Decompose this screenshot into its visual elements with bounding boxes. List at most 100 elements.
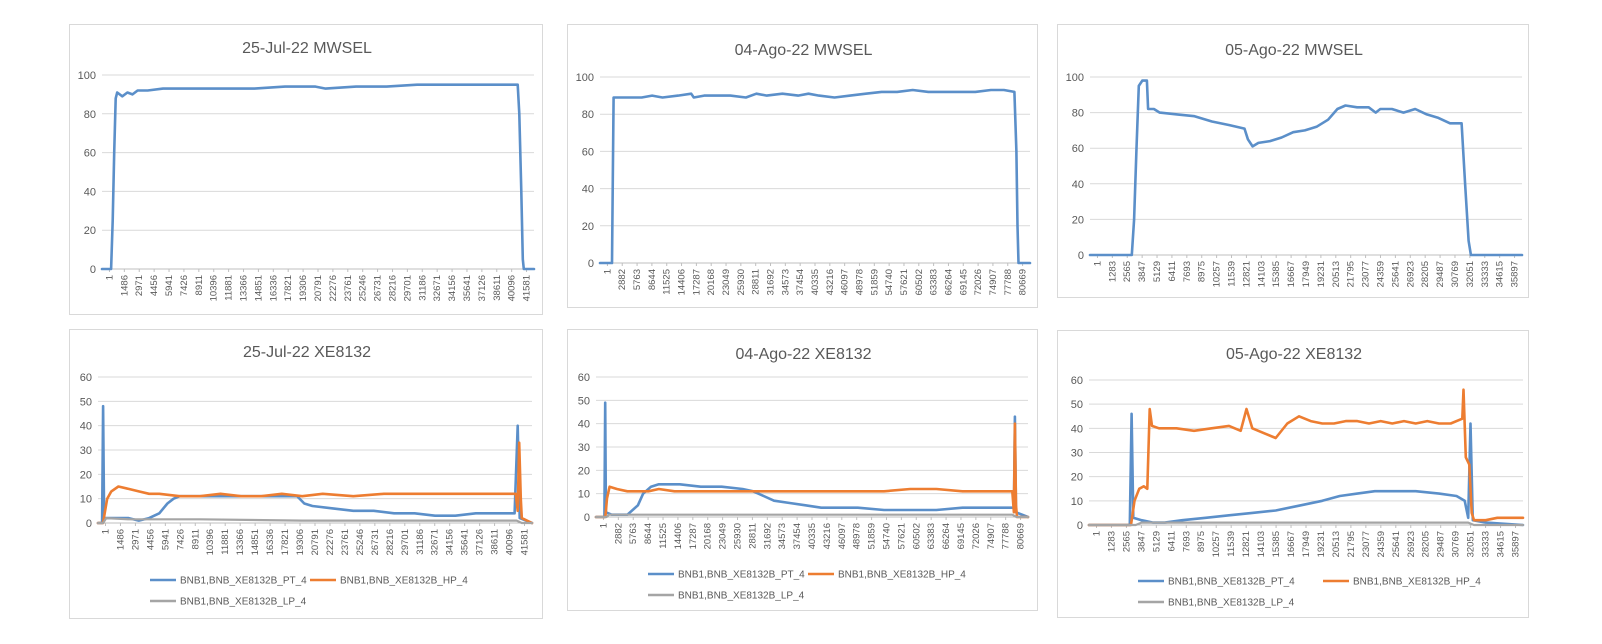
x-tick-label: 1	[100, 529, 111, 534]
x-tick-label: 74907	[988, 269, 999, 295]
x-tick-label: 28205	[1421, 531, 1432, 557]
legend-label: BNB1,BNB_XE8132B_PT_4	[1168, 577, 1295, 588]
x-tick-label: 10257	[1212, 261, 1223, 287]
x-tick-label: 17287	[688, 523, 699, 549]
x-tick-label: 31692	[766, 269, 777, 295]
x-tick-label: 35897	[1511, 531, 1522, 557]
x-tick-label: 7426	[179, 275, 190, 296]
x-tick-label: 14103	[1256, 531, 1267, 557]
series-line-lp	[1087, 521, 1525, 527]
y-tick-label: 60	[80, 372, 92, 384]
x-tick-label: 6411	[1166, 531, 1177, 551]
x-tick-label: 19306	[298, 275, 309, 301]
x-tick-label: 30769	[1450, 261, 1461, 287]
x-tick-label: 7426	[175, 529, 186, 550]
x-tick-label: 14851	[250, 529, 261, 555]
chart-svg: 04-Ago-22 XE8132 0 10 20 30 40 50 60 1 2882 5763 86…	[578, 346, 1030, 602]
x-tick-label: 40335	[807, 523, 818, 549]
x-tick-label: 20513	[1331, 531, 1342, 557]
x-tick-label: 31186	[415, 529, 426, 555]
x-tick-label: 31692	[762, 523, 773, 549]
x-tick-label: 63383	[929, 269, 940, 295]
x-tick-label: 38611	[490, 529, 501, 555]
x-tick-label: 1283	[1107, 261, 1118, 282]
y-tick-label: 30	[578, 442, 590, 454]
x-tick-label: 8975	[1197, 261, 1208, 282]
x-tick-label: 10396	[205, 529, 216, 555]
x-tick-label: 26731	[373, 275, 384, 301]
x-tick-label: 8911	[194, 275, 205, 295]
chart-panel-mwsel-05ago: 05-Ago-22 MWSEL 0 20 40 60 80 100 1 1283 2565 3847…	[1057, 24, 1529, 298]
y-tick-label: 0	[1078, 250, 1084, 262]
x-tick-label: 38611	[492, 275, 503, 301]
y-tick-label: 20	[582, 221, 594, 233]
series-line-pt	[594, 401, 1030, 519]
x-tick-label: 2565	[1122, 261, 1133, 282]
x-tick-label: 12821	[1241, 531, 1252, 557]
legend-label: BNB1,BNB_XE8132B_HP_4	[838, 570, 966, 581]
legend-label: BNB1,BNB_XE8132B_HP_4	[340, 576, 468, 587]
x-tick-label: 13366	[235, 529, 246, 555]
x-tick-label: 6411	[1167, 261, 1178, 281]
x-tick-label: 23049	[718, 523, 729, 549]
x-tick-label: 17821	[283, 275, 294, 301]
y-tick-label: 20	[578, 465, 590, 477]
x-tick-label: 16336	[265, 529, 276, 555]
x-tick-label: 41581	[520, 529, 531, 555]
x-tick-label: 40335	[810, 269, 821, 295]
y-tick-label: 10	[1071, 496, 1083, 508]
x-tick-label: 14406	[677, 269, 688, 295]
x-tick-label: 23761	[340, 529, 351, 555]
x-tick-label: 57621	[899, 269, 910, 295]
x-tick-label: 29487	[1436, 531, 1447, 557]
x-tick-label: 17821	[280, 529, 291, 555]
x-tick-label: 5941	[164, 275, 175, 296]
chart-title: 25-Jul-22 MWSEL	[242, 40, 372, 57]
x-tick-label: 51859	[869, 269, 880, 295]
x-tick-label: 5763	[632, 269, 643, 290]
x-tick-label: 46097	[837, 523, 848, 549]
x-tick-label: 11539	[1227, 261, 1238, 287]
x-tick-label: 34573	[777, 523, 788, 549]
chart-title: 04-Ago-22 MWSEL	[735, 42, 873, 59]
x-tick-label: 11881	[224, 275, 235, 301]
x-tick-label: 5941	[160, 529, 171, 550]
x-tick-label: 19231	[1316, 531, 1327, 557]
x-tick-label: 3847	[1136, 531, 1147, 552]
x-tick-label: 37454	[795, 269, 806, 295]
legend-label: BNB1,BNB_XE8132B_HP_4	[1353, 577, 1481, 588]
x-tick-label: 22276	[328, 275, 339, 301]
x-tick-label: 1283	[1106, 531, 1117, 552]
x-tick-label: 24359	[1376, 531, 1387, 557]
y-tick-label: 80	[1072, 108, 1084, 120]
x-tick-label: 13366	[239, 275, 250, 301]
x-tick-label: 28205	[1420, 261, 1431, 287]
chart-svg: 05-Ago-22 MWSEL 0 20 40 60 80 100 1 1283 2565 3847…	[1066, 42, 1524, 287]
x-tick-label: 35641	[460, 529, 471, 555]
x-tick-label: 34615	[1495, 261, 1506, 287]
legend-label: BNB1,BNB_XE8132B_LP_4	[678, 591, 805, 602]
chart-title: 25-Jul-22 XE8132	[243, 344, 371, 361]
y-tick-label: 50	[1071, 399, 1083, 411]
series-line-pt	[1087, 412, 1525, 527]
x-tick-label: 14851	[253, 275, 264, 301]
x-tick-label: 30769	[1451, 531, 1462, 557]
x-tick-label: 43216	[822, 523, 833, 549]
x-tick-label: 37454	[792, 523, 803, 549]
y-tick-label: 30	[80, 445, 92, 457]
x-tick-label: 35897	[1510, 261, 1521, 287]
x-tick-label: 2882	[617, 269, 628, 290]
x-tick-label: 3847	[1137, 261, 1148, 282]
x-tick-label: 21795	[1346, 261, 1357, 287]
x-tick-label: 54740	[881, 523, 892, 549]
x-tick-label: 63383	[926, 523, 937, 549]
y-tick-label: 100	[78, 70, 96, 82]
x-tick-label: 74907	[986, 523, 997, 549]
x-tick-label: 25246	[358, 275, 369, 301]
y-tick-label: 0	[86, 518, 92, 530]
x-tick-label: 15385	[1271, 261, 1282, 287]
x-tick-label: 37126	[477, 275, 488, 301]
x-tick-label: 80669	[1018, 269, 1029, 295]
y-tick-label: 60	[84, 148, 96, 160]
x-tick-label: 34156	[447, 275, 458, 301]
